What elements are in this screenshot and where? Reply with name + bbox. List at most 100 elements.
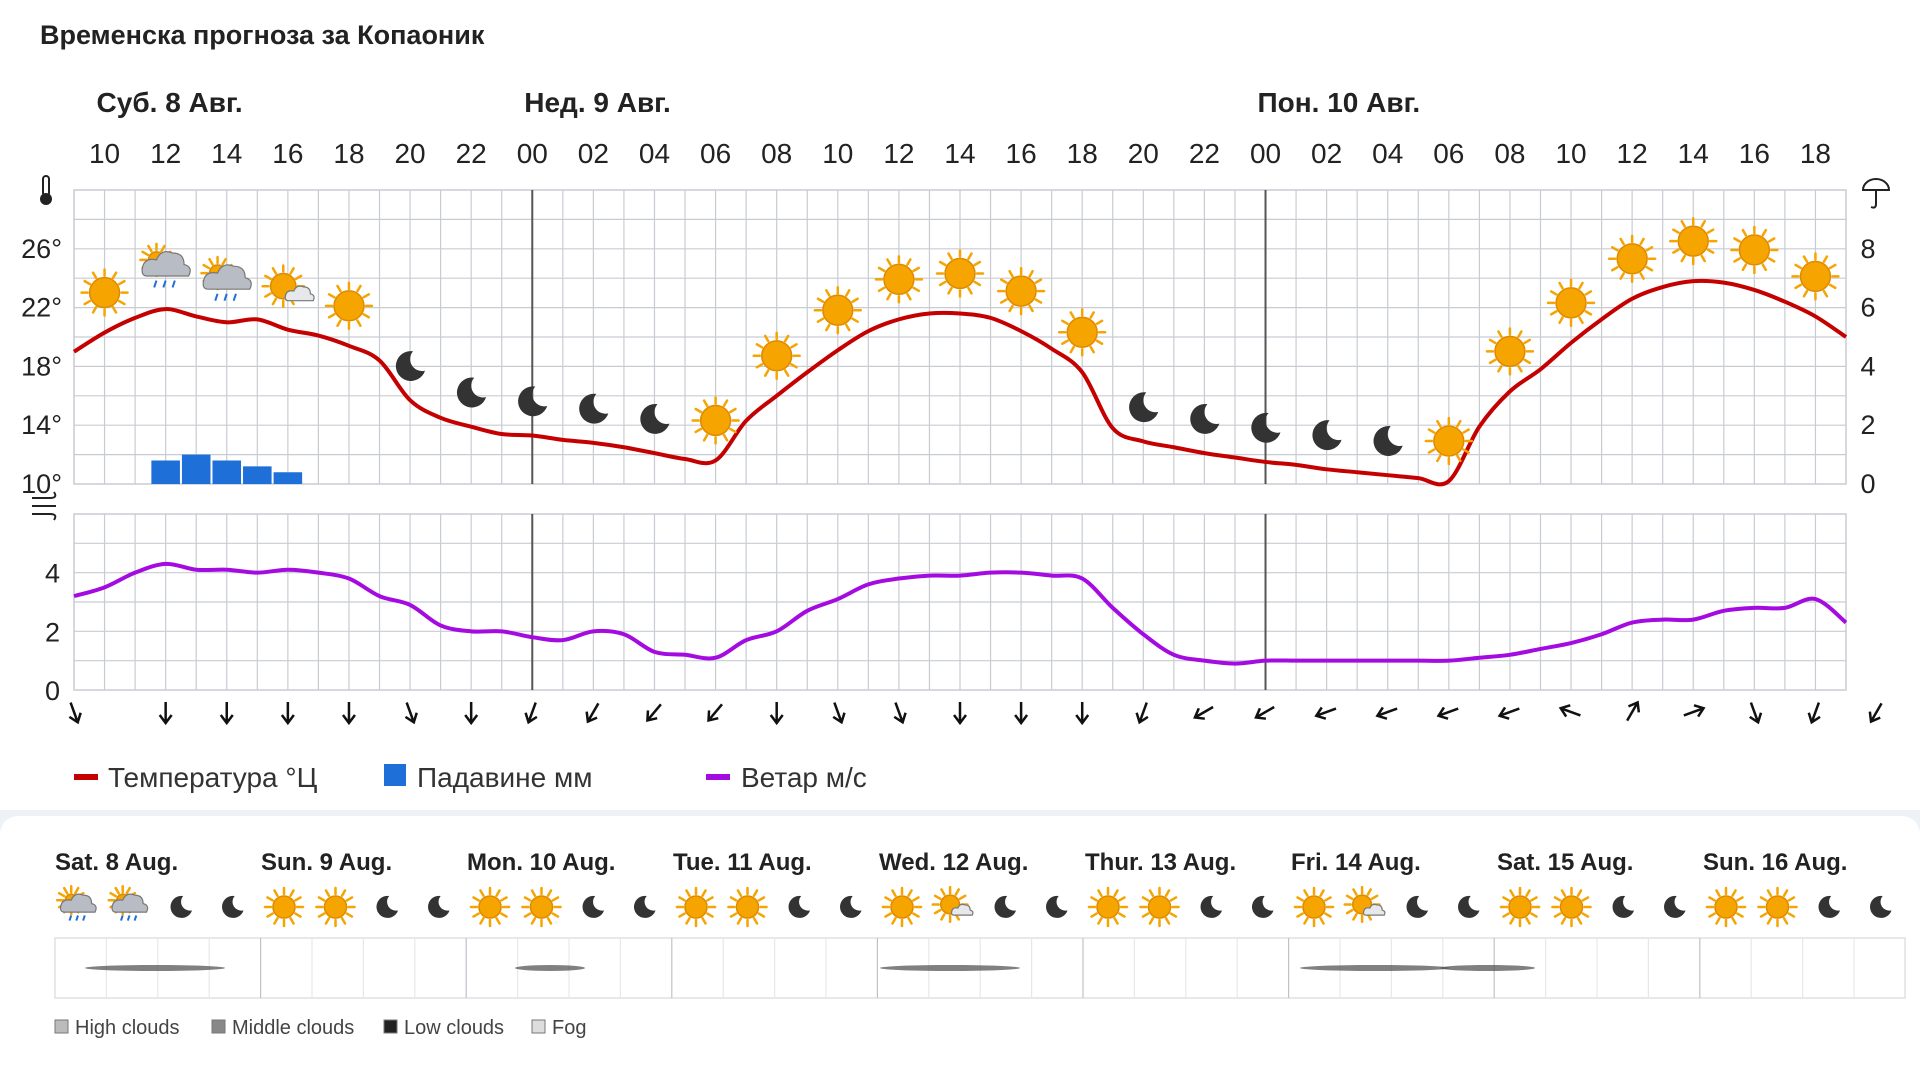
week-day-label: Fri. 14 Aug.: [1291, 849, 1421, 876]
temp-axis-tick: 22°: [21, 293, 62, 323]
precip-bar: [151, 460, 180, 484]
sun-icon: [1551, 886, 1592, 928]
sun-icon: [263, 886, 305, 928]
weather-icons: [80, 216, 1840, 466]
hour-label: 08: [761, 138, 792, 169]
temperature-grid: [73, 189, 1847, 485]
sun-icon: [1757, 886, 1798, 928]
moon-icon: [1818, 895, 1841, 918]
umbrella-icon: [1861, 178, 1891, 209]
day-headers: Суб. 8 Авг. Нед. 9 Авг. Пон. 10 Авг.: [97, 87, 1421, 118]
sun-icon: [1424, 416, 1474, 466]
wind-arrow: [1375, 706, 1398, 720]
hour-label: 00: [1250, 138, 1281, 169]
hour-label: 04: [639, 138, 670, 169]
moon-icon: [1251, 412, 1281, 443]
cloud-cover-strip: [54, 937, 1906, 999]
week-day-label: Sun. 9 Aug.: [261, 849, 392, 876]
moon-icon: [633, 895, 656, 918]
wind-axis-tick: 2: [45, 617, 60, 647]
wind-arrow: [1497, 706, 1520, 720]
moon-icon: [1045, 895, 1068, 918]
sun-icon: [881, 886, 923, 928]
cloud-legend-swatch: [531, 1019, 546, 1034]
wind-arrow: [769, 702, 784, 726]
sun-icon: [1669, 216, 1718, 266]
wind-arrow: [1254, 705, 1275, 720]
moon-icon: [1373, 426, 1403, 456]
wind-axis-tick: 0: [45, 676, 60, 706]
sun-icon: [1607, 234, 1657, 283]
sun-icon: [80, 268, 129, 317]
moon-icon: [1406, 895, 1429, 918]
sun-icon: [874, 255, 924, 304]
wind-axis-tick: 4: [45, 559, 60, 589]
legend-precip-swatch: [384, 764, 406, 786]
sun-icon: [324, 281, 374, 331]
wind-arrow: [341, 702, 356, 726]
week-day-label: Sat. 15 Aug.: [1497, 849, 1633, 876]
sun-icon: [469, 886, 511, 928]
week-day-label: Sat. 8 Aug.: [55, 849, 178, 876]
precip-axis-tick: 2: [1860, 410, 1875, 440]
hour-label: 12: [150, 138, 181, 169]
week-day-label: Tue. 11 Aug.: [673, 849, 812, 876]
cloud-band: [1440, 965, 1535, 971]
moon-icon: [640, 404, 670, 434]
moon-icon: [221, 895, 244, 918]
precip-axis-tick: 8: [1860, 234, 1875, 264]
wind-arrow: [1868, 702, 1883, 724]
wind-arrow: [1807, 702, 1821, 725]
sun-icon: [1139, 886, 1180, 928]
sun-icon: [727, 886, 768, 928]
cloud-legend-label: Middle clouds: [232, 1017, 354, 1039]
sun-icon: [752, 331, 801, 380]
thermometer-icon: [40, 175, 52, 205]
precip-axis-tick: 4: [1860, 351, 1875, 381]
sun-behind-cloud-icon: [261, 264, 315, 309]
sun-icon: [1485, 327, 1535, 376]
moon-icon: [788, 895, 811, 918]
wind-arrow: [1135, 702, 1149, 725]
legend-temperature: Температура °Ц: [108, 762, 318, 793]
wind-arrow: [832, 702, 846, 725]
hour-label: 14: [211, 138, 242, 169]
precip-bar: [243, 466, 272, 484]
sun-icon: [675, 886, 717, 928]
hour-label: 10: [89, 138, 120, 169]
wind-arrow: [524, 702, 538, 725]
hour-label: 12: [1617, 138, 1648, 169]
moon-icon: [395, 351, 426, 381]
wind-arrow: [1014, 702, 1029, 726]
precip-axis-tick: 0: [1860, 469, 1875, 499]
day-header: Нед. 9 Авг.: [524, 87, 671, 118]
sun-icon: [1087, 886, 1129, 928]
wind-arrow: [158, 702, 173, 726]
wind-arrow: [1558, 704, 1581, 718]
sun-icon: [1705, 886, 1747, 928]
sun-icon: [1791, 252, 1840, 301]
wind-arrow: [464, 702, 479, 726]
precip-bar: [181, 454, 211, 484]
temperature-line: [72, 278, 1848, 487]
sun-behind-cloud-icon: [931, 885, 974, 924]
hour-label: 02: [1311, 138, 1342, 169]
wind-arrow: [953, 702, 967, 726]
sun-icon: [1058, 308, 1107, 357]
wind-arrow: [280, 702, 295, 726]
week-day-labels: Sat. 8 Aug. Sun. 9 Aug. Mon. 10 Aug. Tue. 1…: [55, 849, 1847, 876]
wind-arrow: [1749, 702, 1763, 725]
sun-icon: [1293, 886, 1335, 928]
hour-label: 16: [1006, 138, 1037, 169]
hour-label: 22: [456, 138, 487, 169]
cloud-legend-label: Low clouds: [404, 1017, 504, 1039]
precip-bar: [273, 472, 303, 484]
temp-axis-tick: 26°: [21, 234, 62, 264]
week-day-label: Wed. 12 Aug.: [879, 849, 1028, 876]
hour-label: 12: [883, 138, 914, 169]
sun-icon: [1499, 886, 1541, 928]
hour-label: 18: [1800, 138, 1831, 169]
cloud-rain-icon: [107, 885, 149, 921]
sun-icon: [315, 886, 356, 928]
cloud-rain-icon: [139, 242, 191, 288]
